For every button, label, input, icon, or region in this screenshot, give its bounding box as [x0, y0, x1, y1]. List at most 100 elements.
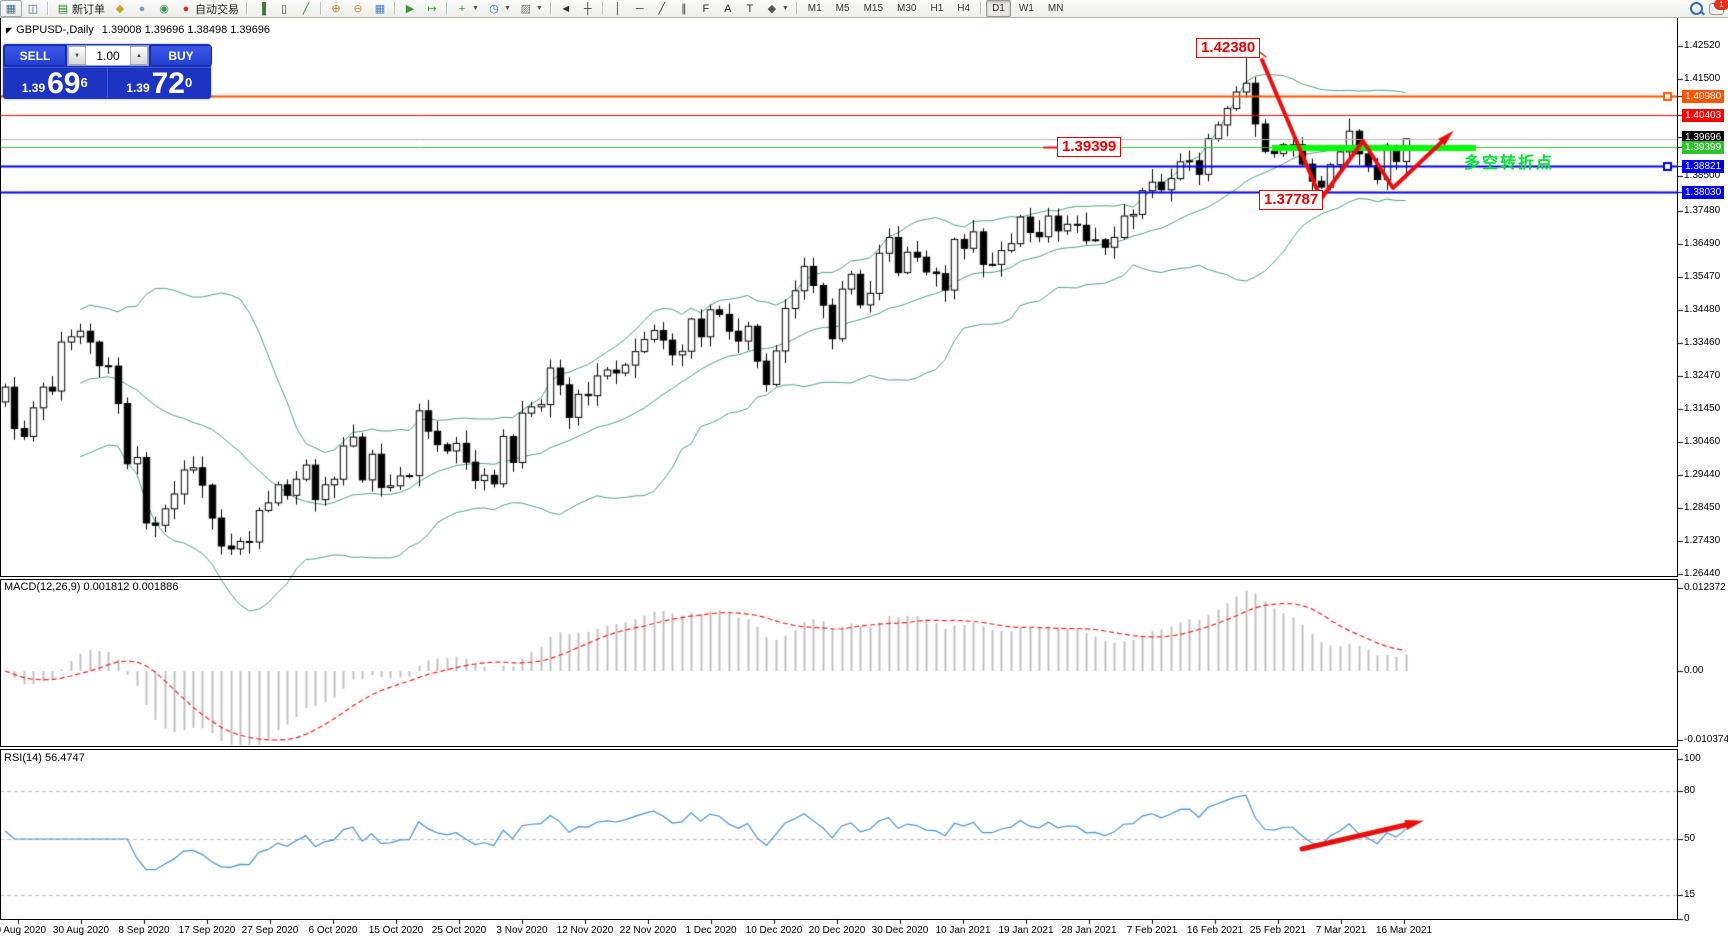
auto-trading-button[interactable]: ● 自动交易: [175, 0, 243, 17]
buy-price-sup: 0: [185, 75, 193, 90]
signals-icon[interactable]: ◉: [153, 0, 175, 17]
date-axis-label: 10 Dec 2020: [745, 925, 803, 936]
caret-down-icon: ▼: [535, 5, 543, 12]
rsi-axis-label: 80: [1684, 785, 1696, 796]
fibonacci-icon[interactable]: F: [695, 0, 717, 17]
sell-button[interactable]: SELL: [4, 45, 66, 66]
contacts-icon[interactable]: ●: [131, 0, 153, 17]
volume-down-button[interactable]: ▼: [68, 46, 86, 65]
chart-shift-icon[interactable]: ↦: [421, 0, 443, 17]
history-center-icon: ◆: [115, 2, 125, 15]
toolbar-left-groups: ▦ ◫ ▤ 新订单 ◆ ● ◉ ● 自动交易 ▐ ▯ ╱ ⊕ ⊖ ▦ ▶ ↦ + ▼ ◷ ▼ ▨ ▼ ◄ ┼ │ ─ ╱ ∥ F A T ◆ ▼: [0, 0, 793, 17]
buy-price-display[interactable]: 1.39 72 0: [108, 68, 212, 99]
search-icon[interactable]: [1690, 2, 1703, 15]
template-icon[interactable]: ▨ ▼: [515, 0, 547, 17]
annotation-price-low[interactable]: 1.37787: [1259, 190, 1324, 210]
toolbar-separator: [47, 2, 49, 15]
annotation-price-level[interactable]: 1.39399: [1057, 137, 1122, 157]
shapes-icon[interactable]: ◆ ▼: [761, 0, 793, 17]
zoom-out-icon[interactable]: ⊖: [347, 0, 369, 17]
tile-windows-icon[interactable]: ▦: [369, 0, 391, 17]
notification-badge: 1: [1714, 0, 1728, 10]
add-indicator-icon: +: [458, 2, 466, 15]
auto-scroll-icon: ▶: [405, 2, 415, 15]
price-axis-label: 1.31450: [1684, 403, 1721, 414]
tf-button-H4[interactable]: H4: [957, 3, 971, 14]
macd-value-signal: 0.001886: [132, 581, 179, 593]
price-axis-label: 1.32470: [1684, 370, 1721, 381]
auto-scroll-icon[interactable]: ▶: [399, 0, 421, 17]
timeframe-toolbar: M1 M5 M15 M30 H1 H4 D1 W1 MN: [793, 0, 1071, 17]
cursor-icon: ◄: [560, 2, 572, 15]
candle-chart-type-icon[interactable]: ▯: [273, 0, 295, 17]
bar-chart-type-icon[interactable]: ▐: [251, 0, 273, 17]
buy-button[interactable]: BUY: [150, 45, 212, 66]
tf-button-H1[interactable]: H1: [930, 3, 944, 14]
macd-value-main: 0.001812: [83, 581, 130, 593]
text-icon[interactable]: A: [717, 0, 739, 17]
buy-price-prefix: 1.39: [126, 81, 150, 95]
text-icon: A: [724, 2, 732, 15]
date-axis-label: 30 Aug 2020: [52, 925, 110, 936]
chat-icon[interactable]: 1: [1709, 0, 1728, 15]
horizontal-line-icon[interactable]: ─: [629, 0, 651, 17]
zoom-in-icon[interactable]: ⊕: [325, 0, 347, 17]
tf-button-M30[interactable]: M30: [897, 3, 917, 14]
price-axis-label: 1.26440: [1684, 568, 1721, 579]
label-icon: T: [746, 2, 754, 15]
date-axis-label: 25 Oct 2020: [431, 925, 487, 936]
line-chart-type-icon[interactable]: ╱: [295, 0, 317, 17]
history-center-icon[interactable]: ◆: [109, 0, 131, 17]
market-watch-icon: ◫: [27, 2, 39, 15]
price-axis-badge: 1.38030: [1682, 186, 1725, 199]
price-axis-label: 1.30460: [1684, 436, 1721, 447]
label-icon[interactable]: T: [739, 0, 761, 17]
toolbar-separator: [246, 2, 248, 15]
new-order-button[interactable]: ▤ 新订单: [52, 0, 109, 17]
chart-window-icon[interactable]: ▦: [0, 0, 22, 17]
crosshair-icon[interactable]: ┼: [577, 0, 599, 17]
date-axis-label: 12 Nov 2020: [556, 925, 614, 936]
market-watch-icon[interactable]: ◫: [22, 0, 44, 17]
annotation-note-text[interactable]: 多空转折点: [1464, 155, 1555, 172]
caret-down-icon: ▼: [472, 5, 479, 12]
tf-button-M1[interactable]: M1: [807, 3, 822, 14]
period-clock-icon[interactable]: ◷ ▼: [483, 0, 515, 17]
tf-button-M5[interactable]: M5: [835, 3, 850, 14]
date-axis-label: 28 Jan 2021: [1061, 925, 1117, 936]
toolbar-separator: [320, 2, 322, 15]
date-axis-label: 6 Oct 2020: [308, 925, 358, 936]
candle-chart-type-icon: ▯: [280, 2, 288, 15]
annotation-price-high[interactable]: 1.42380: [1196, 38, 1261, 58]
auto-trading-button: ●: [182, 2, 190, 15]
date-axis-label: 25 Feb 2021: [1249, 925, 1307, 936]
caret-down-icon: ▼: [781, 5, 789, 12]
rsi-axis-label: 15: [1684, 889, 1696, 900]
macd-axis-label: 0.00: [1684, 665, 1704, 676]
rsi-label: RSI(14) 56.4747: [4, 752, 85, 764]
volume-up-button[interactable]: ▲: [130, 46, 148, 65]
tf-button-MN[interactable]: MN: [1047, 3, 1064, 14]
date-axis-label: 10 Jan 2021: [935, 925, 991, 936]
one-click-trading-panel: SELL ▼ ▲ BUY 1.39 69 6 1.39 72 0: [3, 44, 212, 99]
price-axis-label: 1.35470: [1684, 271, 1721, 282]
date-axis-label: 7 Mar 2021: [1315, 925, 1367, 936]
channel-icon[interactable]: ∥: [673, 0, 695, 17]
sell-price-display[interactable]: 1.39 69 6: [3, 68, 108, 99]
chart-title-overlay: ◤ GBPUSD-,Daily 1.39008 1.39696 1.38498 1.…: [6, 24, 270, 36]
add-indicator-icon[interactable]: + ▼: [451, 0, 483, 17]
vertical-line-icon[interactable]: │: [607, 0, 629, 17]
horizontal-line-icon: ─: [635, 2, 644, 15]
volume-input[interactable]: [86, 46, 130, 65]
tf-button-W1[interactable]: W1: [1018, 3, 1034, 14]
price-axis-badge: 1.38821: [1682, 160, 1725, 173]
price-axis-badge: 1.39696: [1682, 131, 1725, 144]
trendline-icon[interactable]: ╱: [651, 0, 673, 17]
cursor-icon[interactable]: ◄: [555, 0, 577, 17]
tf-button-D1[interactable]: D1: [986, 0, 1011, 17]
price-axis-badge: 1.40403: [1682, 109, 1725, 122]
tf-button-M15[interactable]: M15: [863, 3, 884, 14]
line-chart-type-icon: ╱: [302, 2, 310, 15]
macd-label: MACD(12,26,9) 0.001812 0.001886: [4, 581, 178, 593]
